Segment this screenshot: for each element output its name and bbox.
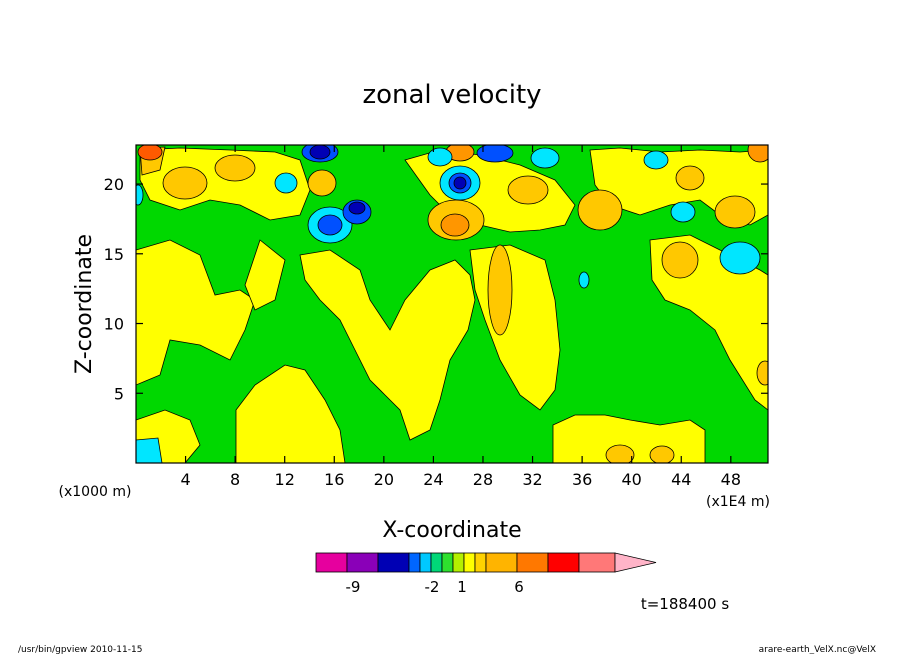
contour-region [136, 239, 256, 386]
colorbar-swatch [474, 552, 487, 573]
contour-region [649, 234, 768, 411]
y-tick-label: 10 [104, 315, 124, 334]
x-tick-label: 28 [473, 470, 493, 489]
colorbar-extension-arrow [614, 552, 657, 573]
colorbar-tick-label: -2 [425, 578, 440, 596]
x-tick-label: 4 [180, 470, 190, 489]
contour-region [440, 213, 470, 237]
contour-region [507, 175, 549, 205]
colorbar: -9 -2 1 6 [315, 552, 657, 596]
contour-region [747, 145, 768, 163]
x-tick-label: 40 [622, 470, 642, 489]
footer-left: /usr/bin/gpview 2010-11-15 [18, 645, 142, 654]
contour-region [643, 150, 669, 170]
colorbar-swatch [452, 552, 465, 573]
contour-region [309, 145, 331, 160]
x-tick-label: 16 [324, 470, 344, 489]
colorbar-swatch [485, 552, 518, 573]
time-label: t=188400 s [641, 595, 729, 613]
x-axis-label: X-coordinate [382, 518, 521, 543]
contour-region [714, 195, 756, 229]
x-tick-label: 48 [721, 470, 741, 489]
colorbar-swatch [408, 552, 421, 573]
y-tick-label: 20 [104, 175, 124, 194]
contour-region [756, 360, 768, 386]
x-tick-label: 24 [423, 470, 443, 489]
contour-region [137, 145, 163, 161]
contour-region [649, 445, 675, 463]
x-unit-label: (x1E4 m) [706, 494, 770, 510]
colorbar-swatch [315, 552, 348, 573]
x-tick-label: 12 [275, 470, 295, 489]
contour-region [274, 172, 298, 194]
contour-field [136, 145, 768, 463]
contour-region [719, 241, 761, 275]
contour-region [235, 364, 346, 463]
contour-region [578, 271, 590, 289]
contour-region [661, 241, 699, 279]
colorbar-swatch [419, 552, 432, 573]
x-tick-label: 8 [230, 470, 240, 489]
x-tick-label: 32 [522, 470, 542, 489]
contour-region [476, 145, 514, 163]
colorbar-swatch [547, 552, 580, 573]
plot-frame [135, 144, 769, 464]
colorbar-swatch [463, 552, 476, 573]
y-tick-label: 15 [104, 245, 124, 264]
colorbar-tick-label: 1 [457, 578, 467, 596]
contour-region [427, 147, 453, 167]
colorbar-swatch [441, 552, 454, 573]
colorbar-swatch [430, 552, 443, 573]
contour-region [136, 437, 163, 463]
contour-region [670, 201, 696, 223]
contour-region [136, 184, 144, 206]
colorbar-tick-label: -9 [346, 578, 361, 596]
contour-region [530, 147, 560, 169]
contour-region [577, 189, 623, 231]
colorbar-swatch [377, 552, 410, 573]
footer-right: arare-earth_VelX.nc@VelX [759, 645, 876, 654]
contour-region [675, 165, 705, 191]
x-tick-label: 44 [671, 470, 691, 489]
z-unit-label: (x1000 m) [59, 484, 132, 500]
contour-region [244, 239, 286, 311]
contour-region [453, 176, 467, 190]
colorbar-swatch [516, 552, 549, 573]
x-tick-label: 36 [572, 470, 592, 489]
y-axis-label: Z-coordinate [72, 234, 97, 374]
x-tick-label: 20 [374, 470, 394, 489]
chart-title: zonal velocity [362, 80, 541, 110]
colorbar-swatch [578, 552, 616, 573]
contour-region [317, 214, 343, 236]
contour-region [214, 154, 256, 182]
contour-region [348, 201, 366, 215]
contour-region [605, 444, 635, 463]
y-tick-label: 5 [114, 384, 124, 403]
contour-region [487, 244, 513, 336]
contour-region [307, 169, 337, 197]
contour-region [162, 166, 208, 200]
contour-region [299, 249, 476, 441]
colorbar-tick-label: 6 [514, 578, 524, 596]
colorbar-swatch [346, 552, 379, 573]
contour-region [139, 147, 311, 221]
